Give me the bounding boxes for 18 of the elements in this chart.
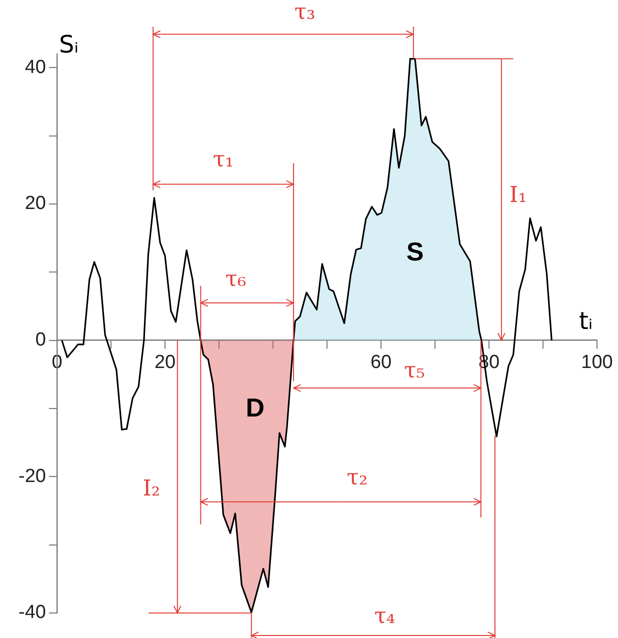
- annotation: τ₅: [404, 358, 425, 384]
- y-tick-label: -20: [18, 466, 46, 487]
- annotation: τ₄: [374, 604, 396, 629]
- x-tick-label: 60: [370, 352, 392, 373]
- annotation: τ₁: [212, 148, 234, 173]
- y-axis-title: Sᵢ: [59, 30, 79, 59]
- x-axis-title: tᵢ: [579, 306, 593, 335]
- annotation: I₁: [509, 183, 527, 208]
- y-tick-label: 20: [24, 193, 46, 214]
- y-tick-label: 40: [24, 56, 46, 78]
- text: τ₃: [294, 0, 316, 25]
- y-tick-label: -40: [18, 602, 46, 624]
- x-tick-label: 20: [154, 352, 176, 373]
- y-tick-label: 0: [35, 330, 46, 351]
- annotation: τ₂: [346, 465, 368, 490]
- annotation: τ₆: [225, 267, 246, 292]
- x-tick-label: 100: [581, 352, 613, 373]
- annotation: I₂: [142, 476, 160, 502]
